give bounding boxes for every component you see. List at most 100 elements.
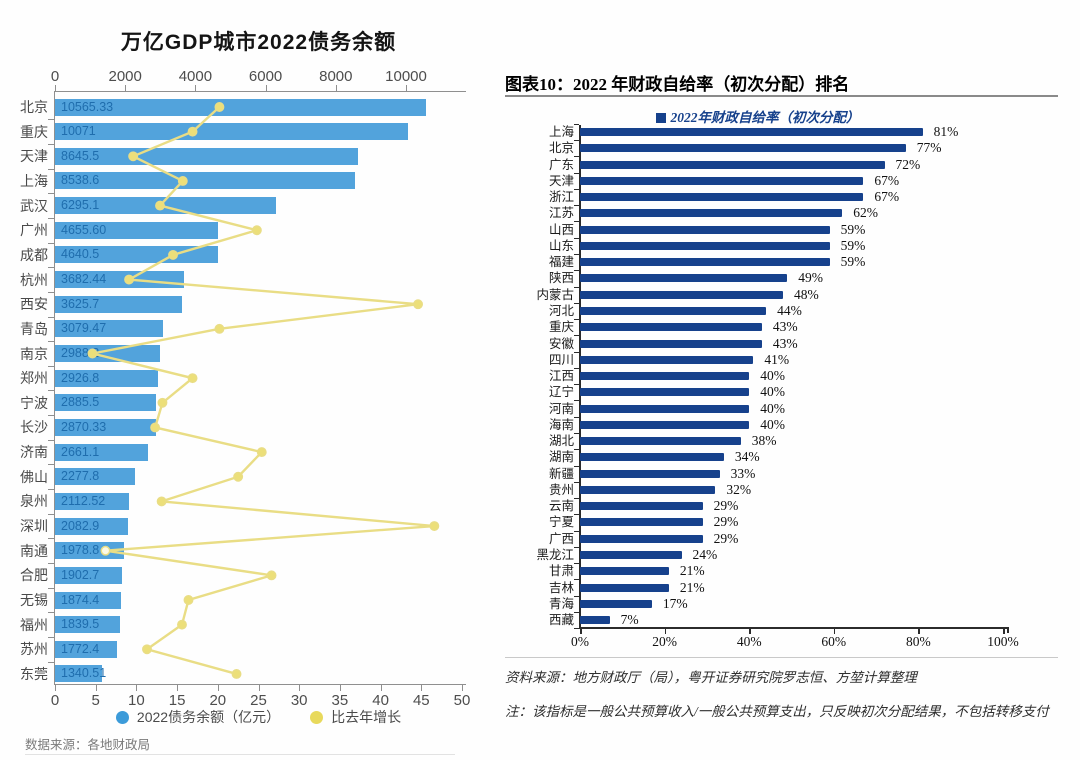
y-axis-tick bbox=[574, 351, 579, 353]
fiscal-bar bbox=[580, 355, 754, 364]
bar-value-label: 10565.33 bbox=[61, 99, 114, 114]
bar-value-label: 40% bbox=[760, 416, 785, 432]
left-axis-line bbox=[54, 91, 55, 684]
bottom-axis-tick bbox=[380, 685, 382, 691]
top-axis-tick bbox=[265, 85, 267, 91]
category-label: 南通 bbox=[20, 542, 48, 559]
category-label: 云南 bbox=[548, 499, 574, 514]
y-axis-tick bbox=[574, 595, 579, 597]
left-axis-tick bbox=[48, 489, 54, 491]
fiscal-bar bbox=[580, 567, 669, 576]
top-axis-tick-label: 4000 bbox=[178, 68, 213, 85]
left-axis-tick bbox=[48, 119, 54, 121]
y-axis-tick bbox=[574, 319, 579, 321]
left-chart-source: 数据来源：各地财政局 bbox=[25, 738, 151, 752]
category-label: 广东 bbox=[548, 157, 574, 172]
y-axis-tick bbox=[574, 237, 579, 239]
bar-value-label: 2082.9 bbox=[61, 518, 100, 533]
growth-point bbox=[150, 422, 161, 433]
growth-point bbox=[87, 348, 98, 359]
y-axis-tick bbox=[574, 481, 579, 483]
fiscal-bar bbox=[580, 225, 830, 234]
growth-point bbox=[233, 471, 244, 482]
bar-value-label: 33% bbox=[730, 465, 756, 481]
left-axis-tick bbox=[48, 365, 54, 367]
left-axis-tick bbox=[48, 636, 54, 638]
category-label: 青海 bbox=[548, 596, 574, 611]
debt-bar: 10565.33 bbox=[55, 98, 426, 116]
debt-bar: 1340.51 bbox=[55, 665, 107, 683]
bar-value-label: 38% bbox=[751, 433, 777, 449]
category-label: 四川 bbox=[548, 352, 574, 367]
category-label: 福建 bbox=[548, 255, 574, 270]
x-axis-tick bbox=[664, 628, 667, 634]
category-label: 河南 bbox=[548, 401, 574, 416]
bar-value-label: 1902.7 bbox=[61, 567, 100, 582]
growth-point bbox=[413, 299, 423, 310]
category-label: 黑龙江 bbox=[536, 548, 574, 563]
bar-value-label: 67% bbox=[874, 172, 900, 188]
category-label: 浙江 bbox=[548, 190, 574, 205]
x-axis-tick-label: 0% bbox=[571, 634, 589, 649]
debt-bar: 3079.47 bbox=[55, 320, 164, 338]
category-label: 宁夏 bbox=[548, 515, 574, 530]
fiscal-bar bbox=[580, 209, 843, 218]
fiscal-bar bbox=[580, 453, 724, 462]
left-axis-tick bbox=[48, 538, 54, 540]
fiscal-bar bbox=[580, 518, 703, 527]
category-label: 北京 bbox=[20, 99, 48, 115]
growth-point bbox=[231, 669, 242, 679]
debt-bar: 2926.8 bbox=[55, 369, 158, 387]
growth-point bbox=[214, 102, 225, 112]
x-axis-tick bbox=[580, 628, 582, 634]
bar-value-label: 62% bbox=[853, 205, 878, 221]
fiscal-bar bbox=[580, 485, 716, 494]
bar-value-label: 1772.4 bbox=[61, 641, 100, 656]
bar-value-label: 21% bbox=[679, 563, 705, 579]
category-label: 南京 bbox=[20, 345, 48, 362]
debt-bar: 1772.4 bbox=[55, 640, 118, 658]
bottom-axis-tick bbox=[258, 685, 260, 691]
category-label: 内蒙古 bbox=[536, 287, 574, 302]
debt-bar: 3625.7 bbox=[55, 295, 183, 313]
right-chart-source: 资料来源：地方财政厅（局），粤开证券研究院罗志恒、方堃计算整理 bbox=[505, 670, 917, 685]
fiscal-bar bbox=[580, 193, 864, 202]
fiscal-bar bbox=[580, 128, 923, 136]
bar-value-label: 1839.5 bbox=[61, 617, 100, 632]
category-label: 西安 bbox=[20, 296, 48, 313]
category-label: 广西 bbox=[548, 531, 574, 546]
debt-bar: 10071 bbox=[55, 123, 409, 141]
bar-value-label: 7% bbox=[620, 612, 639, 628]
bottom-axis-tick bbox=[177, 685, 179, 691]
category-label: 上海 bbox=[20, 172, 48, 189]
category-label: 海南 bbox=[548, 417, 574, 432]
top-axis-tick bbox=[125, 85, 127, 91]
category-label: 天津 bbox=[20, 148, 48, 165]
bar-value-label: 59% bbox=[840, 221, 866, 237]
y-axis-tick bbox=[574, 514, 579, 516]
fiscal-bar bbox=[580, 339, 762, 348]
bottom-axis-tick bbox=[55, 685, 56, 691]
bar-value-label: 4655.60 bbox=[61, 222, 107, 237]
y-axis-tick bbox=[574, 221, 579, 223]
bar-value-label: 32% bbox=[726, 481, 752, 497]
growth-point bbox=[256, 447, 267, 458]
left-axis-tick bbox=[48, 316, 54, 318]
bar-value-label: 8538.6 bbox=[61, 173, 100, 188]
legend-dot-debt-icon bbox=[115, 710, 129, 724]
category-label: 西藏 bbox=[548, 613, 574, 628]
growth-point bbox=[251, 225, 262, 236]
bottom-axis-tick bbox=[421, 685, 423, 691]
debt-bar: 3682.44 bbox=[55, 271, 185, 289]
category-label: 长沙 bbox=[20, 419, 48, 436]
growth-point bbox=[157, 397, 168, 408]
category-label: 江西 bbox=[548, 369, 574, 384]
fiscal-bar bbox=[580, 144, 906, 153]
bar-value-label: 1340.51 bbox=[61, 666, 107, 681]
left-axis-tick bbox=[48, 291, 54, 293]
category-label: 重庆 bbox=[548, 320, 574, 335]
x-axis-end-tick bbox=[1007, 627, 1009, 633]
top-axis-tick bbox=[55, 85, 56, 91]
y-axis-line bbox=[579, 125, 581, 627]
bar-value-label: 43% bbox=[772, 335, 798, 351]
